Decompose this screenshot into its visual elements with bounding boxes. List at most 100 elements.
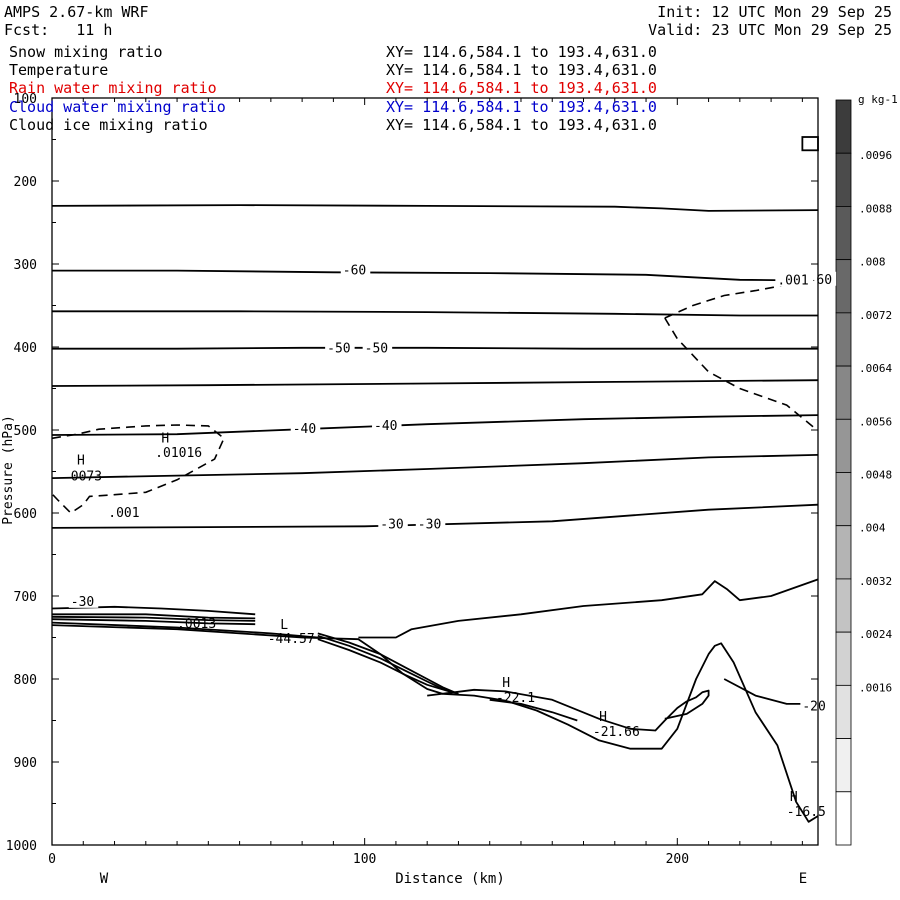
colorbar-bin (835, 418, 852, 473)
colorbar-tick-label: .0056 (859, 415, 892, 428)
extremum-label: H (599, 710, 607, 725)
snow-contour-label: .001 (777, 274, 808, 289)
colorbar-bin (835, 152, 852, 207)
isotherm-label: -30 (71, 595, 94, 610)
label-mask (372, 417, 402, 432)
isotherm-label: -20 (802, 699, 825, 714)
isotherm-line (52, 346, 818, 350)
isotherm-label: -60 (809, 273, 832, 288)
colorbar-bin (835, 472, 852, 527)
colorbar-tick-label: .0064 (859, 362, 892, 375)
field-xy-range: XY= 114.6,584.1 to 193.4,631.0 (386, 97, 657, 116)
colorbar-bin (835, 99, 852, 154)
isotherm-label: -30 (418, 518, 441, 533)
field-xy-range: XY= 114.6,584.1 to 193.4,631.0 (386, 43, 657, 61)
colorbar-bin (835, 365, 852, 420)
valid-time: Valid: 23 UTC Mon 29 Sep 25 (648, 21, 892, 39)
extremum-label: -44.57 (268, 632, 315, 647)
isotherm-contours (51, 204, 819, 823)
isotherm-line (52, 269, 819, 282)
isotherm-line (51, 379, 819, 387)
isotherm-line (317, 632, 459, 695)
label-mask (340, 262, 371, 277)
extremum-label: 0073 (71, 469, 102, 484)
label-mask (775, 272, 814, 287)
ice-contour-box (801, 136, 819, 152)
x-tick-label: 0 (48, 852, 56, 867)
colorbar-bin (835, 578, 852, 633)
y-tick-label: 600 (14, 507, 37, 522)
isotherm-label: -50 (327, 342, 350, 357)
isotherm-label: -60 (343, 264, 366, 279)
field-name: Cloud ice mixing ratio (9, 115, 208, 134)
isotherm-line (427, 688, 710, 732)
colorbar: .0096 .0088 .008 .0072 .0064 .0056 .0048 .004 .0… (835, 99, 892, 846)
forecast-hour: Fcst: 11 h (4, 21, 113, 39)
isotherm-label: -50 (365, 342, 388, 357)
colorbar-tick-label: .004 (859, 522, 886, 535)
label-mask (378, 516, 408, 531)
colorbar-bin (835, 631, 852, 686)
colorbar-tick-label: .0016 (859, 681, 892, 694)
isotherm-label: -40 (374, 419, 397, 434)
extremum-label: -21.66 (593, 725, 640, 740)
axis-ticks: 100 200 300 400 500 600 700 800 900 1000 0 100 200 (6, 92, 818, 867)
y-tick-label: 300 (14, 258, 37, 273)
y-tick-label: 900 (14, 756, 37, 771)
y-tick-label: 100 (14, 92, 37, 107)
init-time: Init: 12 UTC Mon 29 Sep 25 (657, 3, 892, 21)
colorbar-tick-label: .0072 (859, 309, 892, 322)
west-label: W (100, 871, 109, 887)
isotherm-line (489, 698, 578, 722)
snow-contour-line (664, 281, 819, 319)
extremum-label: .01016 (155, 446, 202, 461)
extremum-label: H (502, 676, 510, 691)
east-label: E (799, 871, 807, 887)
colorbar-tick-label: .008 (859, 256, 886, 269)
isotherm-label: -40 (293, 422, 316, 437)
colorbar-bin (835, 525, 852, 580)
colorbar-tick-label: .0048 (859, 469, 892, 482)
y-tick-label: 400 (14, 341, 37, 356)
x-tick-label: 100 (353, 852, 376, 867)
isotherm-line (317, 638, 453, 694)
colorbar-bin (835, 738, 852, 793)
field-name: Rain water mixing ratio (9, 79, 217, 98)
field-xy-range: XY= 114.6,584.1 to 193.4,631.0 (386, 79, 657, 98)
colorbar-bin (835, 259, 852, 314)
extremum-label: H (77, 454, 85, 469)
extremum-label: .0013 (177, 617, 216, 632)
colorbar-tick-label: .0032 (859, 575, 892, 588)
label-mask (800, 698, 830, 713)
label-mask (106, 505, 145, 519)
colorbar-bin (835, 791, 852, 846)
colorbar-tick-label: .0024 (859, 628, 892, 641)
isotherm-line (51, 621, 318, 639)
label-mask (415, 516, 446, 531)
label-mask (806, 271, 837, 286)
label-mask (362, 340, 393, 355)
x-tick-label: 200 (666, 852, 689, 867)
y-tick-label: 1000 (6, 839, 37, 854)
colorbar-bin (835, 206, 852, 261)
extremum-label: H (790, 790, 798, 805)
colorbar-tick-label: .0096 (859, 149, 892, 162)
field-name: Temperature (9, 61, 109, 80)
isotherm-line (51, 414, 819, 436)
extremum-label: H (161, 431, 169, 446)
field-name: Cloud water mixing ratio (9, 97, 226, 116)
y-tick-label: 800 (14, 673, 37, 688)
field-name: Snow mixing ratio (9, 43, 163, 61)
y-tick-label: 700 (14, 590, 37, 605)
isotherm-label: -30 (380, 518, 403, 533)
isotherm-line (51, 454, 819, 479)
colorbar-bin (835, 684, 852, 739)
extremum-label: L (280, 618, 288, 633)
y-axis-label: Pressure (hPa) (1, 415, 16, 525)
colorbar-tick-label: .0088 (859, 202, 892, 215)
extremum-label: -22.1 (496, 691, 535, 706)
y-tick-label: 500 (14, 424, 37, 439)
label-mask (68, 593, 99, 608)
isotherm-line (52, 310, 818, 317)
